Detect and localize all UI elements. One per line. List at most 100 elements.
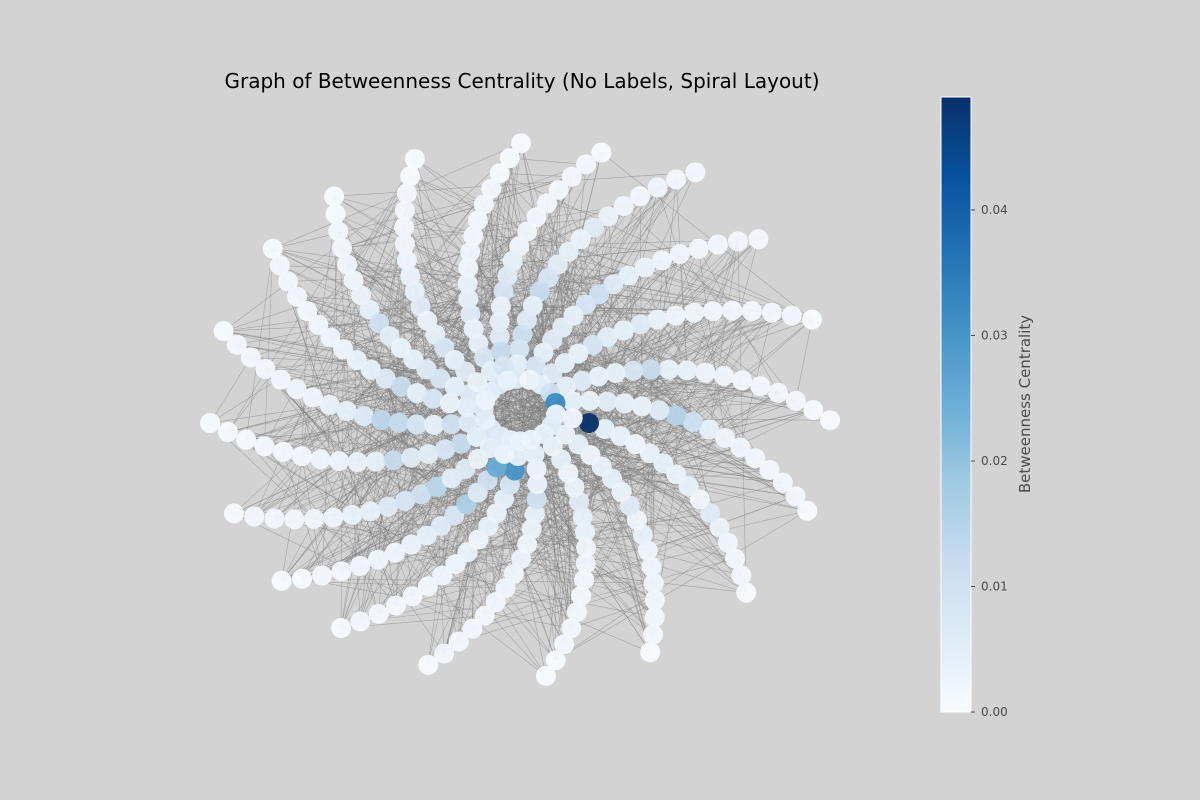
graph-node: [430, 368, 451, 389]
graph-edge: [414, 291, 644, 536]
graph-node: [385, 542, 406, 563]
graph-node: [630, 186, 651, 207]
graph-node: [424, 414, 444, 435]
graph-edge: [342, 164, 587, 249]
graph-edge: [312, 351, 502, 398]
colorbar-ticks: 0.00 0.01 0.02 0.03 0.04: [971, 203, 1008, 719]
graph-node: [649, 400, 670, 421]
graph-node: [460, 304, 481, 325]
graph-node: [200, 413, 221, 433]
graph-node: [641, 556, 662, 577]
graph-node: [703, 301, 723, 322]
graph-node: [284, 509, 305, 530]
graph-node: [347, 452, 368, 472]
graph-node: [236, 429, 257, 450]
graph-node: [394, 200, 415, 221]
graph-node: [394, 234, 415, 254]
graph-edge: [499, 173, 572, 178]
graph-edge: [333, 260, 408, 518]
graph-node: [613, 320, 634, 341]
graph-edge: [427, 482, 783, 587]
graph-node: [820, 410, 841, 431]
graph-node: [411, 484, 432, 505]
graph-node: [337, 254, 358, 275]
graph-node: [444, 376, 465, 397]
graph-node: [717, 532, 738, 553]
graph-node: [291, 446, 312, 467]
graph-node: [647, 309, 668, 330]
graph-node: [748, 229, 769, 250]
graph-node: [745, 448, 766, 469]
graph-edge: [301, 214, 336, 457]
graph-node: [473, 194, 494, 215]
graph-edge: [340, 403, 451, 629]
graph-node: [736, 582, 757, 603]
graph-node: [517, 221, 538, 242]
graph-node: [610, 426, 631, 447]
graph-node: [396, 250, 417, 271]
graph-node: [781, 305, 802, 326]
graph-edge: [264, 158, 416, 447]
graph-node: [603, 274, 624, 295]
graph-node: [350, 556, 371, 576]
graph-node: [331, 561, 352, 582]
graph-edge: [279, 265, 614, 285]
graph-node: [644, 607, 665, 628]
graph-edge: [209, 357, 252, 424]
graph-edge: [360, 457, 412, 622]
graph-node: [643, 573, 664, 594]
graph-edge: [651, 380, 743, 567]
graph-node: [713, 365, 734, 386]
graph-node: [353, 406, 374, 427]
graph-node: [566, 602, 587, 623]
graph-node: [400, 166, 421, 187]
graph-node: [416, 525, 437, 546]
graph-node: [637, 540, 658, 561]
graph-node: [336, 401, 357, 421]
graph-node: [328, 221, 349, 242]
graph-node: [497, 370, 518, 391]
graph-node: [460, 242, 481, 262]
graph-node: [561, 166, 582, 187]
graph-edge: [642, 179, 677, 536]
graph-node: [331, 618, 352, 638]
graph-node: [727, 231, 748, 252]
graph-node: [423, 388, 444, 409]
graph-node: [270, 369, 291, 390]
graph-node: [493, 281, 514, 302]
graph-node: [333, 339, 354, 360]
graph-node: [457, 273, 478, 294]
graph-edge: [472, 558, 736, 630]
graph-edge: [272, 248, 362, 296]
graph-node: [417, 576, 438, 597]
graph-node: [458, 257, 479, 278]
graph-edge: [227, 248, 343, 433]
graph-node: [685, 162, 706, 183]
graph-node: [579, 413, 599, 433]
graph-node: [388, 412, 409, 433]
graph-node: [700, 503, 721, 523]
graph-edge: [472, 527, 720, 630]
graph-node: [332, 238, 353, 259]
graph-edge: [705, 310, 733, 373]
graph-node: [223, 503, 244, 524]
graph-node: [323, 507, 344, 528]
graph-node: [511, 133, 532, 154]
graph-node: [286, 379, 307, 400]
graph-edge: [427, 534, 643, 588]
chart-title: Graph of Betweenness Centrality (No Labe…: [224, 69, 819, 93]
graph-node: [407, 383, 427, 404]
graph-node: [383, 450, 404, 471]
graph-edge: [250, 357, 469, 423]
graph-node: [570, 229, 591, 250]
graph-edge: [264, 446, 747, 593]
graph-node: [378, 496, 398, 517]
graph-edge: [342, 349, 361, 622]
graph-node: [591, 142, 612, 163]
graph-node: [688, 238, 709, 259]
graph-node: [785, 390, 806, 411]
graph-node: [761, 302, 782, 323]
graph-node: [759, 459, 780, 480]
graph-edge: [621, 491, 742, 576]
graph-node: [526, 459, 547, 479]
